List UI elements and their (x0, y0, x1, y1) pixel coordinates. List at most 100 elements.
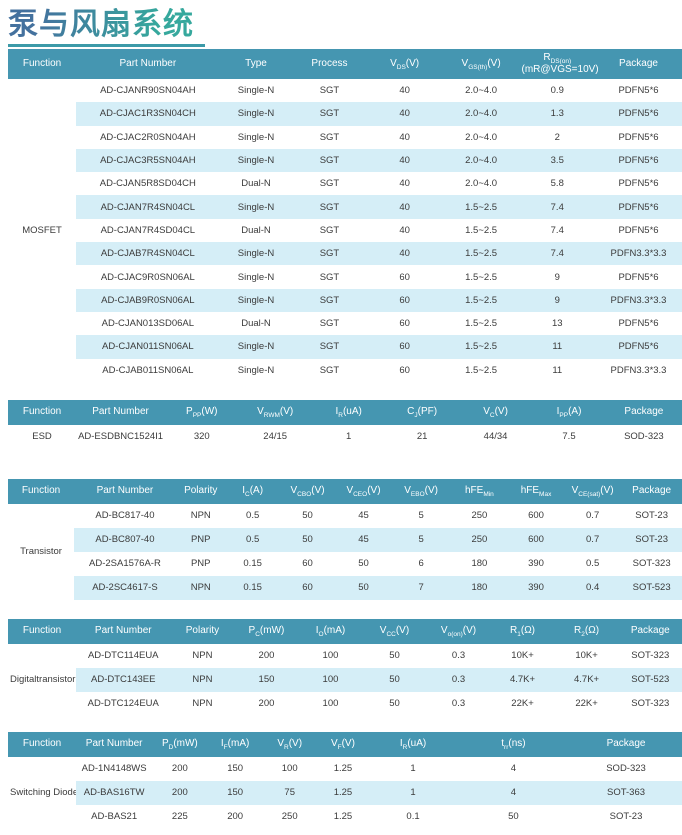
function-label: ESD (8, 424, 77, 449)
table-cell: 0.3 (426, 667, 491, 692)
header-row: Function Part Number PPP(W) VRWM(V) IR(uA) CJ… (8, 399, 682, 425)
function-label: Digitaltransistor (8, 643, 77, 716)
table-cell: 2.0~4.0 (465, 85, 498, 97)
column-header: Package (621, 478, 682, 504)
table-cell: AD-BAS16TW (76, 780, 153, 805)
table-cell: AD-CJAN7R4SD04CL (100, 224, 196, 236)
table-cell: SGT (292, 102, 367, 126)
table-cell: 0.15 (225, 575, 280, 600)
table-row: AD-BAS16TW 200 150 75 1.25 1 4 SOT-363 (8, 780, 682, 805)
column-header: Package (605, 399, 682, 425)
table-cell: 100 (298, 667, 363, 692)
table-cell: 100 (281, 763, 298, 775)
table-cell: 3.5 (519, 148, 595, 173)
table-cell: PDFN5*6 (595, 195, 682, 219)
table-cell: 60 (302, 558, 313, 570)
table-cell: 1.5~2.5 (465, 224, 498, 236)
table-cell: 50 (358, 558, 369, 570)
table-cell: 21 (416, 431, 428, 443)
column-header: Part Number (76, 399, 166, 425)
table-cell: Dual-N (241, 318, 271, 330)
table-row: AD-CJAB7R4SN04CL Single-N SGT 40 1.5~2.5 7.4 P… (8, 242, 682, 266)
page-title: 泵与风扇系统 (8, 8, 194, 41)
spec-table-switching-diode: Function Part Number PD(mW) IF(mA) VR(V) VF(V… (8, 731, 682, 829)
table-cell: PDFN5*6 (618, 224, 659, 236)
table-cell: Single-N (237, 85, 275, 97)
table-cell: 2 (554, 131, 560, 143)
table-cell: PDFN5*6 (618, 178, 659, 190)
spec-table-transistor: Function Part Number Polarity IC(A) VCBO(V) V… (8, 478, 682, 600)
table-cell: AD-BC817-40 (95, 510, 155, 522)
table-row: AD-CJAN011SN06AL Single-N SGT 60 1.5~2.5 11 PD… (8, 335, 682, 359)
table-cell: Single-N (219, 102, 293, 126)
table-cell: 0.4 (563, 575, 622, 600)
table-cell: AD-CJANR90SN04AH (100, 85, 196, 97)
table-cell: SGT (292, 288, 367, 312)
table-cell: NPN (170, 667, 235, 692)
table-cell: 1 (410, 763, 416, 775)
function-label: Switching Diode (8, 756, 77, 829)
table-cell: 50 (335, 575, 392, 600)
table-cell: 0.15 (243, 558, 262, 570)
table-row: AD-2SA1576A-R PNP 0.15 60 50 6 180 390 0.5 SOT-32… (8, 552, 682, 576)
table-row: Switching Diode AD-1N4148WS 200 150 100 1.25 1… (8, 756, 682, 829)
table-row: AD-CJAN7R4SN04CL Single-N SGT 40 1.5~2.5 7.4 P… (8, 195, 682, 219)
table-cell: 0.5 (586, 558, 600, 570)
table-cell: SGT (319, 85, 340, 97)
table-row: AD-DTC124EUA NPN 200 100 50 0.3 22K+ 22K+ SOT-32… (8, 692, 682, 716)
table-cell: Single-N (219, 242, 293, 266)
table-cell: 22K+ (575, 698, 598, 710)
table-cell: SGT (319, 224, 340, 236)
table-cell: PDFN5*6 (618, 131, 659, 143)
table-row: AD-CJAC9R0SN06AL Single-N SGT 60 1.5~2.5 9 PDF… (8, 265, 682, 288)
table-cell: 200 (258, 698, 275, 710)
table-row: AD-CJAB9R0SN06AL Single-N SGT 60 1.5~2.5 9 PDF… (8, 288, 682, 312)
header-row: Function Part Number Type Process VDS(V) VGS(… (8, 49, 682, 79)
table-cell: SOD-323 (606, 763, 646, 775)
table-cell: PDFN3.3*3.3 (595, 242, 682, 266)
table-cell: 60 (279, 575, 336, 600)
table-cell: AD-CJAN7R4SN04CL (76, 195, 220, 219)
table-cell: 180 (471, 558, 488, 570)
table-cell: SGT (292, 242, 367, 266)
column-header: IO(mA) (298, 618, 363, 644)
column-header: IR(uA) (369, 731, 457, 757)
table-cell: 0.3 (451, 650, 466, 662)
table-cell: 2.0~4.0 (442, 148, 520, 173)
table-cell: 250 (450, 527, 509, 552)
column-header: Function (8, 49, 77, 79)
table-cell: 1.5~2.5 (465, 364, 498, 376)
table-cell: 320 (193, 431, 210, 443)
column-header: Type (219, 49, 293, 79)
table-row: AD-DTC143EE NPN 150 100 50 0.3 4.7K+ 4.7K+ SOT-5… (8, 667, 682, 692)
table-cell: 200 (171, 763, 188, 775)
table-cell: AD-DTC124EUA (87, 698, 159, 710)
table-cell: 40 (399, 85, 410, 97)
column-header: R2(Ω) (554, 618, 619, 644)
table-cell: 1.5~2.5 (442, 195, 520, 219)
table-cell: PDFN3.3*3.3 (610, 364, 667, 376)
table-cell: SGT (292, 335, 367, 359)
table-cell: PDFN5*6 (595, 148, 682, 173)
column-header: Package (618, 618, 682, 644)
column-header: IR(uA) (311, 399, 386, 425)
table-cell: PDFN5*6 (618, 85, 659, 97)
table-cell: 9 (554, 271, 560, 283)
table-cell: 1.5~2.5 (465, 271, 498, 283)
table-cell: AD-DTC143EE (76, 667, 171, 692)
table-cell: SOT-523 (618, 667, 682, 692)
table-cell: 45 (335, 527, 392, 552)
table-cell: 0.5 (246, 510, 260, 522)
table-cell: 40 (399, 131, 410, 143)
column-header: Function (8, 478, 75, 504)
column-header: hFEMax (508, 478, 564, 504)
table-row: AD-BC807-40 PNP 0.5 50 45 5 250 600 0.7 SOT-23 (8, 527, 682, 552)
table-cell: AD-2SC4617-S (74, 575, 176, 600)
table-cell: 0.9 (550, 85, 564, 97)
table-cell: PDFN5*6 (595, 102, 682, 126)
table-cell: 390 (508, 575, 564, 600)
table-cell: 24/15 (263, 431, 288, 443)
table-cell: AD-CJAB7R4SN04CL (76, 242, 220, 266)
table-cell: 5 (418, 510, 424, 522)
column-header: Function (8, 731, 77, 757)
